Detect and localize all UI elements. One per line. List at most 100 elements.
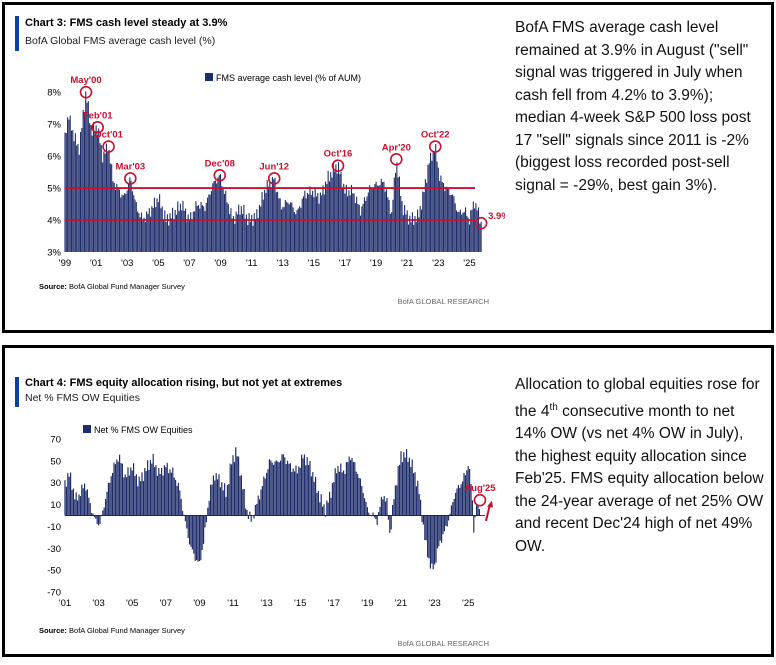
data-bar (235, 447, 237, 516)
source-text: BofA Global Fund Manager Survey (67, 626, 185, 635)
data-bar (257, 495, 259, 516)
data-bar (190, 515, 192, 547)
data-bar (301, 198, 303, 252)
data-bar (127, 183, 130, 252)
data-bar (99, 143, 101, 252)
data-bar (301, 454, 303, 516)
data-bar (210, 484, 212, 516)
data-bar (466, 215, 468, 252)
data-bar (287, 202, 289, 252)
data-bar (117, 461, 119, 516)
data-bar (201, 205, 203, 252)
data-bar (74, 499, 76, 516)
data-bar (474, 208, 476, 252)
data-bar (104, 153, 106, 252)
x-tick-label: '19 (361, 598, 373, 609)
annotation-label: Aug'25 (464, 483, 496, 494)
data-bar (295, 465, 297, 516)
data-bar (161, 206, 163, 252)
data-bar (376, 185, 378, 252)
x-tick-label: '99 (59, 258, 71, 269)
data-bar (238, 456, 240, 516)
data-bar (203, 206, 205, 252)
data-bar (179, 203, 181, 252)
data-bar (470, 484, 472, 516)
chart-panel-equity-allocation: Chart 4: FMS equity allocation rising, b… (2, 345, 774, 657)
data-bar (131, 191, 133, 252)
data-bar (81, 484, 83, 516)
data-bar (337, 466, 339, 516)
data-bar (318, 203, 320, 252)
data-bar (432, 150, 434, 252)
data-bar (108, 149, 110, 252)
data-bar (200, 515, 202, 561)
data-bar (297, 208, 299, 252)
data-bar (226, 484, 228, 516)
data-bar (175, 479, 177, 516)
data-bar (403, 452, 405, 516)
data-bar (268, 459, 270, 516)
data-bar (113, 182, 115, 252)
data-bar (163, 465, 165, 516)
data-bar (363, 197, 365, 252)
data-bar (331, 483, 333, 516)
data-bar (289, 463, 291, 516)
data-bar (68, 476, 70, 516)
source-note: Source: BofA Global Fund Manager Survey (39, 626, 185, 635)
data-bar (196, 515, 198, 560)
data-bar (387, 197, 389, 252)
y-tick-label: 70 (50, 435, 61, 446)
data-bar (257, 218, 259, 252)
data-bar (244, 218, 246, 252)
data-bar (253, 515, 255, 519)
data-bar (438, 515, 440, 547)
data-bar (282, 207, 284, 252)
data-bar (411, 459, 413, 516)
x-tick-label: '05 (152, 258, 164, 269)
data-bar (294, 471, 296, 516)
commentary-text: BofA FMS average cash level remained at … (515, 19, 751, 194)
data-bar (218, 175, 220, 252)
data-bar (362, 492, 364, 516)
data-bar (380, 496, 382, 516)
data-bar (123, 477, 125, 516)
data-bar (103, 507, 105, 516)
data-bar (212, 475, 214, 516)
data-bar (260, 206, 262, 252)
data-bar (419, 206, 421, 252)
data-bar (306, 192, 308, 252)
data-bar (315, 476, 317, 516)
data-bar (186, 221, 188, 252)
data-bar (455, 492, 457, 516)
data-bar (215, 473, 217, 516)
data-bar (65, 486, 67, 516)
data-bar (271, 176, 273, 252)
data-bar (242, 213, 244, 252)
y-tick-label: 6% (47, 152, 61, 163)
data-bar (149, 460, 151, 516)
data-bar (344, 193, 346, 252)
data-bar (278, 198, 280, 252)
data-bar (463, 472, 465, 516)
data-bar (292, 207, 294, 252)
x-tick-label: '23 (432, 258, 444, 269)
y-tick-label: 5% (47, 184, 61, 195)
data-bar (414, 472, 416, 516)
data-bar (422, 515, 424, 525)
data-bar (310, 476, 312, 516)
data-bar (303, 454, 305, 516)
data-bar (443, 515, 445, 532)
x-tick-label: '15 (308, 258, 320, 269)
data-bar (368, 512, 370, 516)
data-bar (158, 468, 160, 516)
annotation-label: Mar'03 (115, 161, 145, 172)
data-bar (271, 462, 273, 516)
data-bar (221, 186, 223, 252)
annotation-label: Jun'12 (259, 161, 289, 172)
data-bar (432, 515, 434, 570)
data-bar (67, 473, 69, 516)
data-bar (140, 481, 142, 516)
data-bar (475, 203, 477, 252)
data-bar (130, 467, 132, 516)
data-bar (394, 485, 396, 516)
